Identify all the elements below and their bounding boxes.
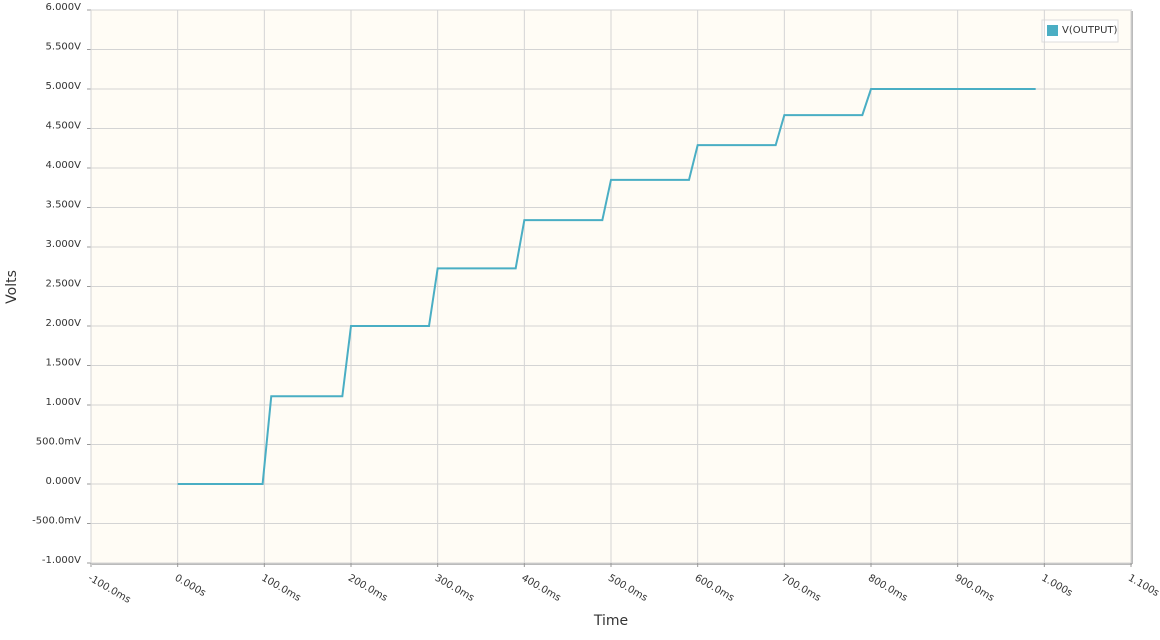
- x-tick-label: 400.0ms: [519, 573, 562, 604]
- x-tick-label: 200.0ms: [346, 573, 389, 604]
- y-tick-label: -1.000V: [42, 555, 81, 566]
- y-tick-label: 2.000V: [46, 318, 82, 329]
- x-tick-label: -100.0ms: [86, 573, 132, 606]
- y-tick-label: 0.000V: [46, 476, 82, 487]
- x-tick-label: 1.100s: [1126, 573, 1160, 599]
- legend-label: V(OUTPUT): [1062, 25, 1117, 36]
- x-tick-label: 1.000s: [1039, 573, 1074, 599]
- y-tick-label: 4.500V: [46, 121, 82, 132]
- x-tick-label: 700.0ms: [779, 573, 822, 604]
- x-tick-label: 100.0ms: [259, 573, 302, 604]
- y-tick-label: -500.0mV: [32, 516, 81, 527]
- x-axis-label: Time: [593, 613, 628, 629]
- y-tick-label: 500.0mV: [36, 437, 81, 448]
- line-series: [177, 88, 1036, 485]
- y-tick-label: 5.500V: [46, 42, 82, 53]
- x-tick-label: 500.0ms: [606, 573, 649, 604]
- y-axis-label: Volts: [4, 270, 20, 304]
- y-tick-label: 2.500V: [46, 279, 82, 290]
- y-tick-label: 3.500V: [46, 200, 82, 211]
- x-tick-label: 0.000s: [173, 573, 208, 599]
- legend-swatch: [1047, 25, 1058, 36]
- x-tick-label: 300.0ms: [433, 573, 476, 604]
- legend: V(OUTPUT): [1041, 19, 1119, 43]
- x-tick-label: 900.0ms: [953, 573, 996, 604]
- y-tick-label: 4.000V: [46, 160, 82, 171]
- legend-box: [1041, 19, 1119, 43]
- y-tick-label: 1.500V: [46, 358, 82, 369]
- y-tick-label: 5.000V: [46, 81, 82, 92]
- x-tick-label: 600.0ms: [693, 573, 736, 604]
- y-tick-label: 1.000V: [46, 397, 82, 408]
- y-tick-label: 6.000V: [46, 2, 82, 13]
- y-tick-label: 3.000V: [46, 239, 82, 250]
- x-tick-label: 800.0ms: [866, 573, 909, 604]
